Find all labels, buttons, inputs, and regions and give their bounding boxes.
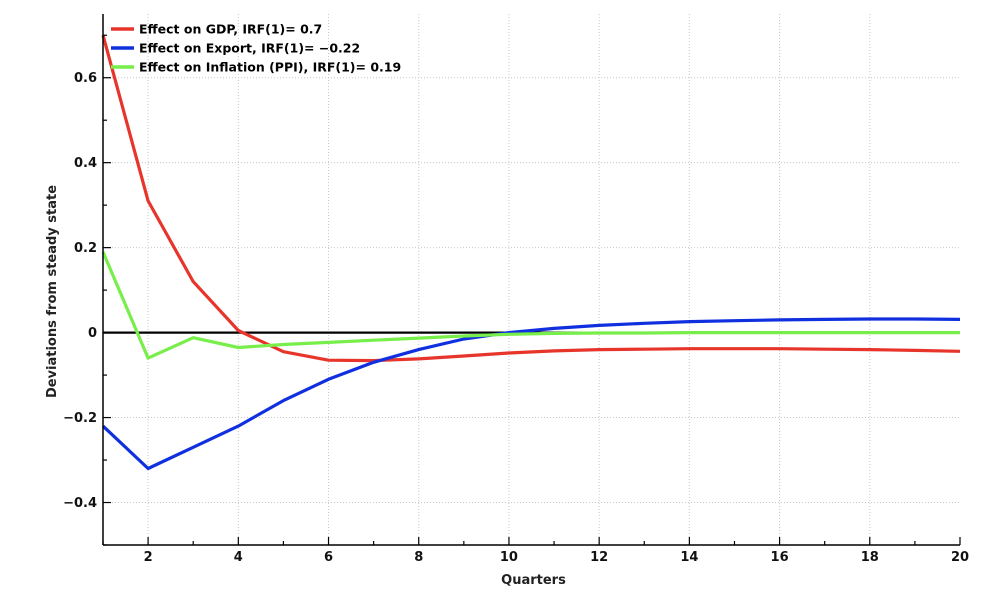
series-lines bbox=[101, 34, 961, 471]
legend: Effect on GDP, IRF(1)= 0.7 Effect on Expo… bbox=[111, 22, 401, 75]
y-tick-label: 0 bbox=[88, 326, 97, 341]
grid bbox=[103, 14, 960, 545]
tick-labels: 2 4 6 8 10 12 14 16 18 20 −0.4 −0.2 0 0.2 0.4 0.6 bbox=[63, 71, 969, 565]
series-line-3 bbox=[101, 251, 960, 360]
y-axis-label: Deviations from steady state bbox=[45, 185, 60, 398]
series-line-2 bbox=[101, 317, 961, 471]
x-tick-label: 2 bbox=[144, 550, 153, 565]
x-tick-label: 18 bbox=[861, 550, 879, 565]
legend-label: Effect on Inflation (PPI), IRF(1)= 0.19 bbox=[139, 60, 401, 75]
x-tick-label: 12 bbox=[590, 550, 608, 565]
y-tick-label: −0.4 bbox=[63, 496, 97, 511]
legend-label: Effect on GDP, IRF(1)= 0.7 bbox=[139, 22, 322, 37]
series-line-1 bbox=[101, 34, 961, 363]
x-tick-label: 8 bbox=[414, 550, 423, 565]
x-tick-label: 6 bbox=[324, 550, 333, 565]
x-tick-label: 10 bbox=[500, 550, 518, 565]
y-tick-label: 0.4 bbox=[74, 156, 97, 171]
x-tick-label: 16 bbox=[771, 550, 789, 565]
x-tick-label: 20 bbox=[951, 550, 969, 565]
x-axis-label: Quarters bbox=[501, 573, 566, 588]
y-tick-label: −0.2 bbox=[63, 411, 97, 426]
legend-label: Effect on Export, IRF(1)= −0.22 bbox=[139, 41, 360, 56]
axes bbox=[102, 14, 961, 546]
y-tick-label: 0.6 bbox=[74, 71, 97, 86]
y-tick-label: 0.2 bbox=[74, 241, 97, 256]
x-tick-label: 14 bbox=[680, 550, 698, 565]
x-tick-label: 4 bbox=[234, 550, 243, 565]
